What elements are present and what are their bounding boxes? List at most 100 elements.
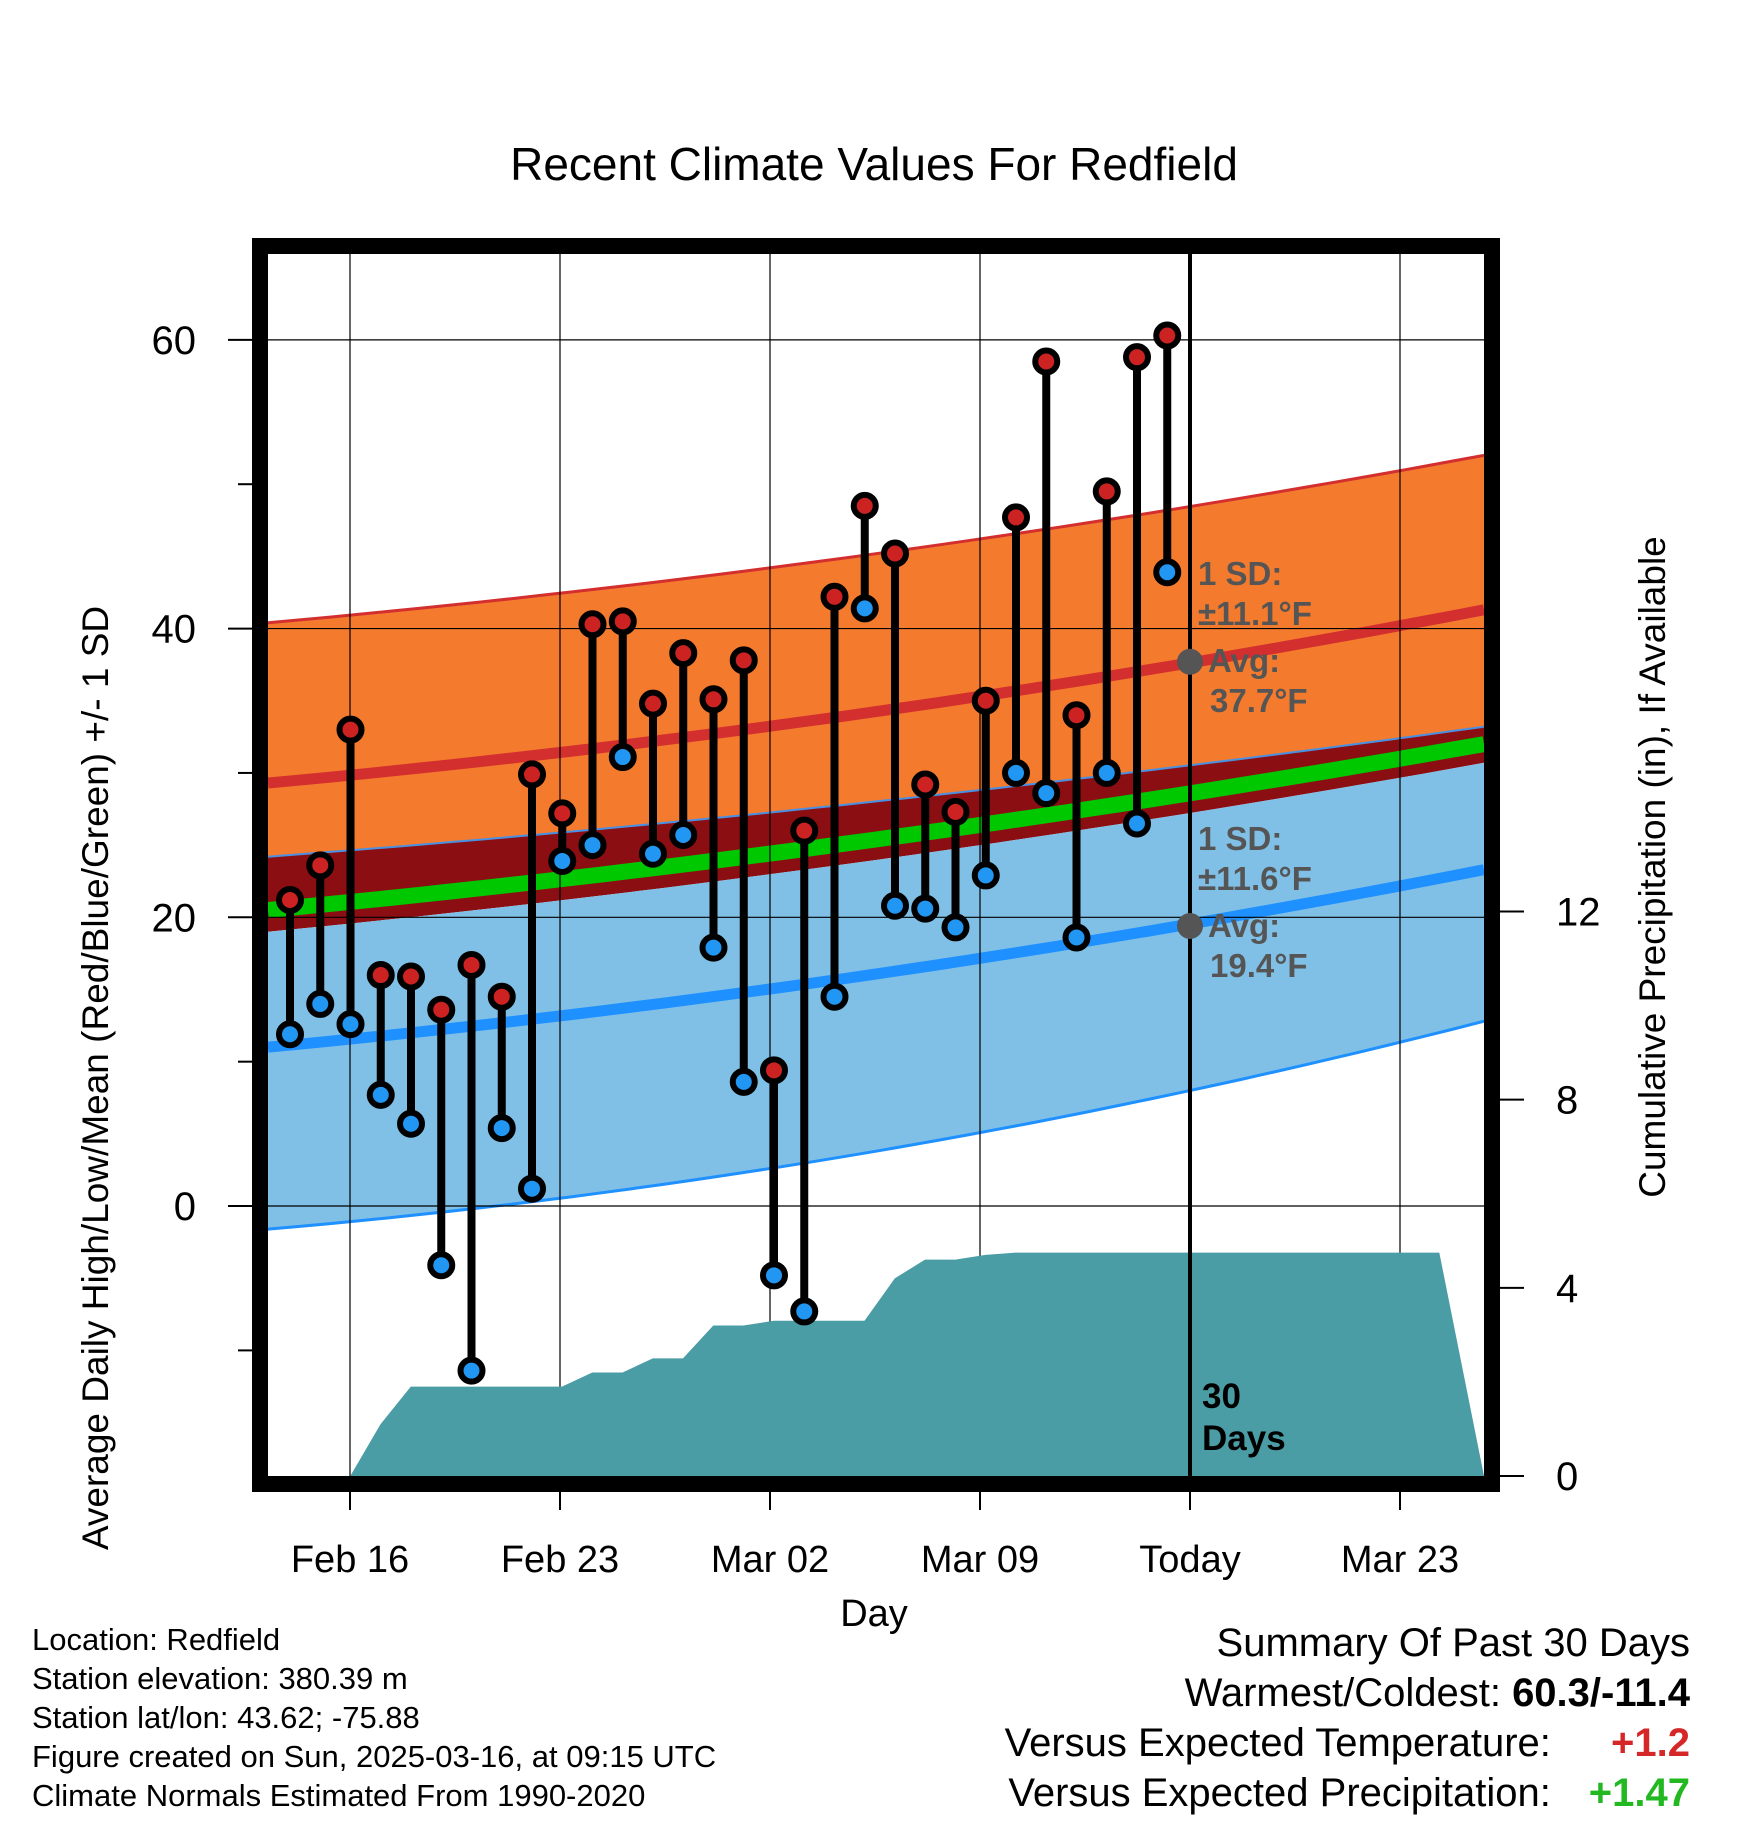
high-point <box>457 950 486 979</box>
y-axis-right-label: Cumulative Precipitation (in), If Availa… <box>1632 536 1673 1198</box>
low-point <box>548 847 577 875</box>
summary-precip: Versus Expected Precipitation: +1.47 <box>1005 1768 1690 1818</box>
high-point <box>1123 343 1151 372</box>
plot-border <box>252 238 1500 1492</box>
y-axis-label: Average Daily High/Low/Mean (Red/Blue/Gr… <box>75 606 116 1550</box>
high-point <box>1062 701 1091 730</box>
high-point <box>639 689 667 718</box>
low-point <box>1062 923 1091 952</box>
low-point <box>427 1251 456 1280</box>
low-point <box>669 821 698 850</box>
low-sd-band <box>268 762 1484 1230</box>
high-avg-marker <box>1177 648 1203 675</box>
y-tick-label: 60 <box>152 319 197 363</box>
plot-frame <box>252 238 1500 1492</box>
high-point <box>306 851 335 880</box>
low-sd-label: 1 SD: <box>1198 820 1282 857</box>
temp-value: +1.2 <box>1611 1721 1690 1765</box>
low-point <box>1123 809 1151 838</box>
low-point <box>639 839 667 868</box>
low-point <box>911 894 940 923</box>
normal-bands <box>268 453 1484 1231</box>
low-point <box>881 891 909 920</box>
high-point <box>487 982 516 1011</box>
low-avg-label: Avg: <box>1208 907 1280 944</box>
low-point <box>699 933 728 962</box>
created-text: Figure created on Sun, 2025-03-16, at 09… <box>32 1739 717 1774</box>
summary-temp: Versus Expected Temperature: +1.2 <box>1005 1718 1690 1768</box>
high-point <box>427 995 456 1024</box>
high-point <box>911 770 940 799</box>
precip-value: +1.47 <box>1588 1771 1690 1815</box>
low-point <box>941 913 970 942</box>
latlon-text: Station lat/lon: 43.62; -75.88 <box>32 1700 420 1735</box>
low-point <box>276 1020 304 1049</box>
x-tick-label: Mar 09 <box>921 1539 1039 1581</box>
high-point <box>1032 347 1061 376</box>
high-sd-label: 1 SD: <box>1198 555 1282 592</box>
summary-warm-cold: Warmest/Coldest: 60.3/-11.4 <box>1005 1668 1690 1718</box>
warm-cold-label: Warmest/Coldest: <box>1184 1671 1501 1715</box>
low-point <box>578 831 607 860</box>
high-point <box>1002 503 1030 532</box>
high-point <box>881 539 909 568</box>
low-point <box>457 1356 486 1385</box>
high-point <box>760 1056 788 1085</box>
low-point <box>1153 558 1182 587</box>
location-text: Location: Redfield <box>32 1622 281 1657</box>
low-point <box>729 1067 758 1096</box>
x-tick-label: Feb 16 <box>291 1539 409 1581</box>
summary-heading: Summary Of Past 30 Days <box>1216 1621 1690 1665</box>
low-sd-value: ±11.6°F <box>1198 860 1312 897</box>
elevation-text: Station elevation: 380.39 m <box>32 1661 408 1696</box>
daily-bars <box>276 321 1182 1385</box>
low-point <box>1092 758 1121 787</box>
low-avg-marker <box>1177 912 1203 939</box>
y-tick-label: 40 <box>152 608 197 652</box>
period-number: 30 <box>1202 1377 1241 1416</box>
high-point <box>669 639 698 668</box>
low-point <box>790 1297 819 1326</box>
high-point <box>1153 321 1182 350</box>
high-avg-value: 37.7°F <box>1210 682 1308 719</box>
high-normal-line <box>268 604 1484 789</box>
high-sd-value: ±11.1°F <box>1198 595 1312 632</box>
chart-title: Recent Climate Values For Redfield <box>510 138 1238 190</box>
low-point <box>971 861 1000 890</box>
warm-cold-value: 60.3/-11.4 <box>1512 1671 1690 1715</box>
high-point <box>729 646 758 675</box>
y-right-tick-label: 4 <box>1556 1267 1578 1311</box>
low-point <box>306 989 335 1018</box>
high-avg-label: Avg: <box>1208 642 1280 679</box>
high-point <box>336 715 365 744</box>
summary-panel: Summary Of Past 30 Days Warmest/Coldest:… <box>1005 1618 1690 1818</box>
y-right-tick-label: 8 <box>1556 1079 1578 1123</box>
high-minus-sd-line <box>268 725 1484 858</box>
high-point <box>820 582 849 611</box>
low-point <box>1002 758 1030 787</box>
x-tick-label: Feb 23 <box>501 1539 619 1581</box>
high-point <box>699 685 728 714</box>
period-unit: Days <box>1202 1419 1286 1458</box>
high-point <box>790 816 819 845</box>
low-point <box>760 1261 788 1290</box>
y-tick-label: 20 <box>152 896 197 940</box>
high-point <box>608 607 637 636</box>
high-plus-sd-line <box>268 453 1484 625</box>
high-point <box>397 962 425 991</box>
high-point <box>366 961 395 990</box>
high-point <box>518 760 546 789</box>
low-point <box>397 1109 425 1138</box>
y-right-tick-label: 12 <box>1556 891 1601 935</box>
low-point <box>487 1114 516 1143</box>
y-right-tick-label: 0 <box>1556 1455 1578 1499</box>
precipitation-area <box>320 1252 1484 1476</box>
high-point <box>850 491 879 520</box>
low-point <box>366 1080 395 1109</box>
low-point <box>608 743 637 772</box>
y-tick-label: 0 <box>174 1185 196 1229</box>
precip-fill <box>320 1252 1484 1476</box>
x-axis-label: Day <box>840 1593 908 1635</box>
